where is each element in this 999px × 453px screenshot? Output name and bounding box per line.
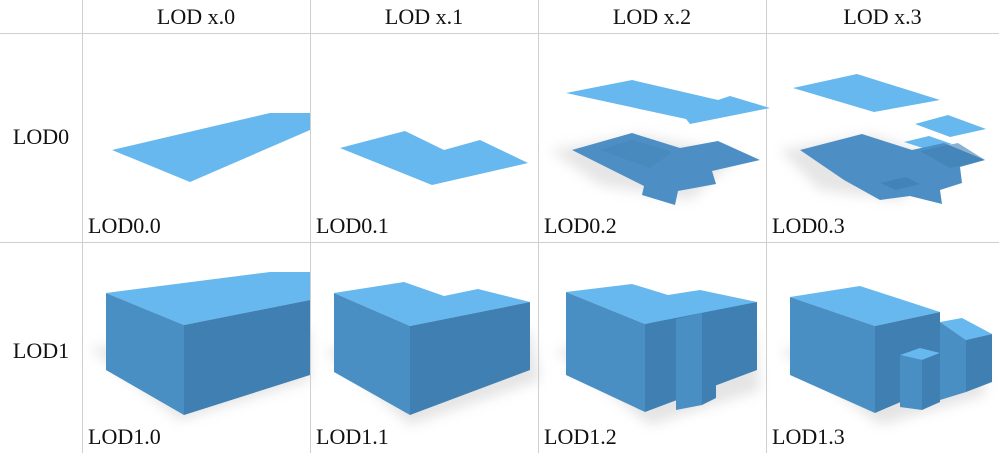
lod0-2-footprint (572, 133, 760, 205)
cell-label-lod0-2: LOD0.2 (544, 213, 617, 238)
lod1-3-wing-front (940, 322, 966, 400)
lod1-3-annex-front (900, 355, 922, 410)
lod1-3-wing-side (966, 334, 992, 392)
header-divider (0, 33, 999, 34)
cell-label-lod1-2: LOD1.2 (544, 424, 617, 449)
lod0-0-footprint (112, 113, 310, 182)
lod0-2-roof (566, 80, 770, 124)
lod1-3-front-wall (790, 297, 875, 413)
row-header-lod0: LOD0 (12, 124, 70, 149)
column-divider-0 (82, 0, 83, 453)
lod1-2-front-wall (566, 292, 645, 412)
lod1-0-roof (106, 272, 310, 325)
column-header-x3: LOD x.3 (843, 4, 922, 29)
column-header-x0: LOD x.0 (156, 4, 236, 29)
lod1-2-annex-front (676, 313, 702, 410)
cell-label-lod0-1: LOD0.1 (316, 213, 389, 238)
lod1-1-roof (334, 282, 530, 326)
lod1-1-side-wall (410, 302, 530, 415)
column-divider-2 (538, 0, 539, 453)
lod1-3-annex-side (922, 353, 940, 410)
lod1-3-wing-roof (940, 318, 992, 340)
lod1-0-front-wall (106, 293, 184, 415)
cell-label-lod1-1: LOD1.1 (316, 424, 389, 449)
lod1-2-roof (566, 284, 757, 324)
lod1-3-roof (790, 286, 940, 326)
cell-label-lod0-0: LOD0.0 (88, 213, 161, 238)
cell-label-lod1-3: LOD1.3 (772, 424, 845, 449)
column-divider-1 (310, 0, 311, 453)
cell-label-lod0-3: LOD0.3 (772, 213, 845, 238)
column-divider-3 (766, 0, 767, 453)
cell-label-lod1-0: LOD1.0 (88, 424, 161, 449)
lod0-1-footprint (340, 131, 528, 185)
lod1-2-annex-side (702, 312, 716, 405)
lod0-2-footprint-shade (600, 140, 672, 168)
row-header-lod1: LOD1 (12, 338, 70, 363)
lod1-0-side-wall (184, 300, 310, 415)
column-header-x2: LOD x.2 (612, 4, 692, 29)
lod0-3-roof-wing (915, 115, 986, 137)
row-divider (0, 242, 999, 243)
column-header-x1: LOD x.1 (384, 4, 464, 29)
lod1-1-front-wall (334, 293, 410, 415)
lod0-3-inner-block (920, 143, 985, 168)
lod1-3-annex-roof (900, 348, 940, 360)
lod0-3-inner-small (880, 177, 920, 190)
lod0-3-roof-main (793, 74, 940, 112)
